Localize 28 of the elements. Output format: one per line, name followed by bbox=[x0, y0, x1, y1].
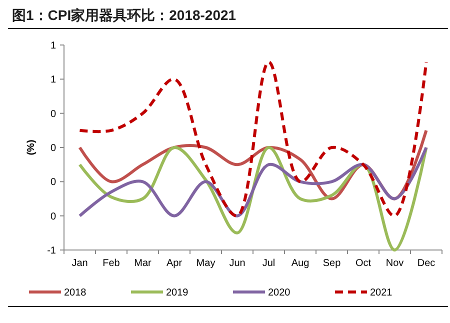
y-tick-label: 0 bbox=[50, 108, 56, 120]
x-tick-label: Jul bbox=[262, 258, 276, 269]
legend-label: 2018 bbox=[64, 288, 87, 298]
x-tick-label: Nov bbox=[386, 258, 404, 269]
x-tick-label: May bbox=[196, 258, 216, 269]
y-tick-label: 1 bbox=[50, 74, 56, 86]
legend-label: 2021 bbox=[370, 288, 393, 298]
x-tick-label: Apr bbox=[166, 258, 183, 269]
x-tick-label: Dec bbox=[417, 258, 436, 269]
y-tick-label: 1 bbox=[50, 40, 56, 52]
x-tick-label: Jun bbox=[229, 258, 246, 269]
x-tick-label: Aug bbox=[291, 258, 310, 269]
x-tick-label: Oct bbox=[355, 258, 372, 269]
chart-title: 图1：CPI家用器具环比：2018-2021 bbox=[12, 7, 236, 23]
line-series bbox=[78, 146, 428, 252]
y-tick-label: 0 bbox=[50, 211, 56, 222]
y-tick-label: 0 bbox=[50, 177, 56, 188]
x-tick-label: Sep bbox=[322, 258, 342, 269]
y-axis-title: (%) bbox=[26, 140, 37, 156]
x-tick-label: Feb bbox=[102, 258, 120, 269]
x-tick-label: Jan bbox=[72, 258, 88, 269]
legend-label: 2019 bbox=[166, 288, 189, 298]
line-series bbox=[78, 60, 428, 218]
x-tick-label: Mar bbox=[134, 258, 152, 269]
y-tick-label: 0 bbox=[50, 143, 56, 154]
line-series bbox=[78, 146, 428, 218]
y-tick-label: -1 bbox=[47, 246, 56, 256]
legend-label: 2020 bbox=[268, 288, 291, 298]
